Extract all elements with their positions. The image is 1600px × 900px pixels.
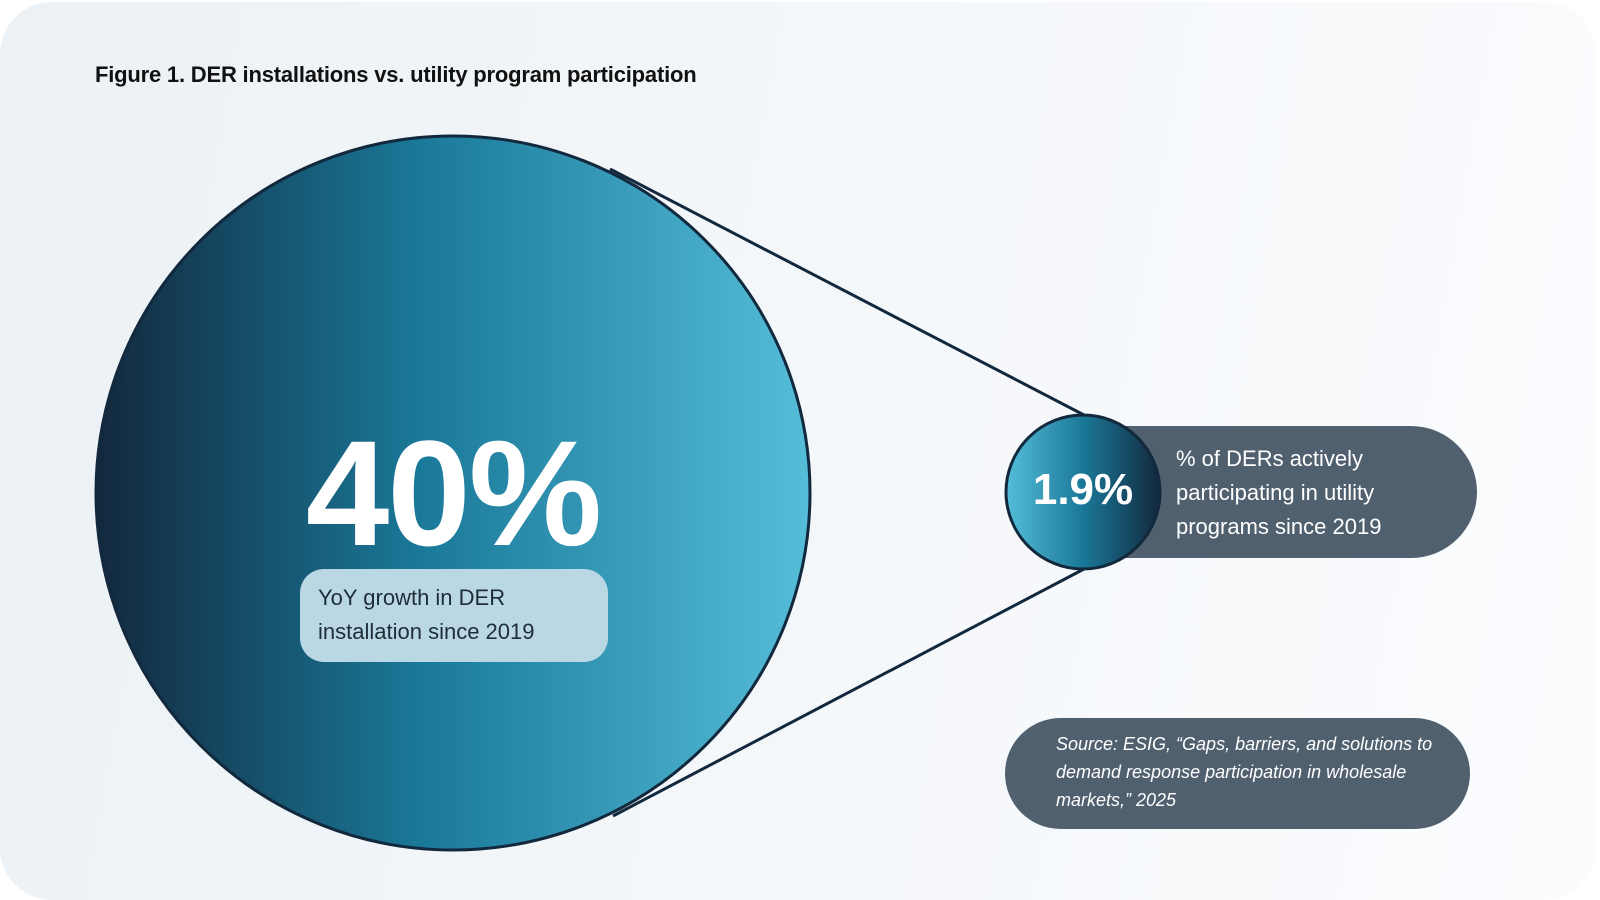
source-pill: [1005, 718, 1470, 829]
figure-title: Figure 1. DER installations vs. utility …: [95, 62, 697, 87]
big-stat-label: YoY growth in DER installation since 201…: [300, 569, 608, 662]
small-stat-label: % of DERs actively participating in util…: [1176, 446, 1382, 539]
connector-line-top: [609, 167, 1085, 417]
big-stat-value: 40%: [305, 409, 602, 577]
small-circle: [1004, 413, 1162, 571]
small-stat-pill: [1100, 426, 1477, 558]
big-circle: [94, 134, 812, 852]
connector-line-bottom: [612, 567, 1085, 818]
small-stat-value: 1.9%: [1032, 465, 1134, 514]
source-text: Source: ESIG, “Gaps, barriers, and solut…: [1056, 734, 1433, 810]
